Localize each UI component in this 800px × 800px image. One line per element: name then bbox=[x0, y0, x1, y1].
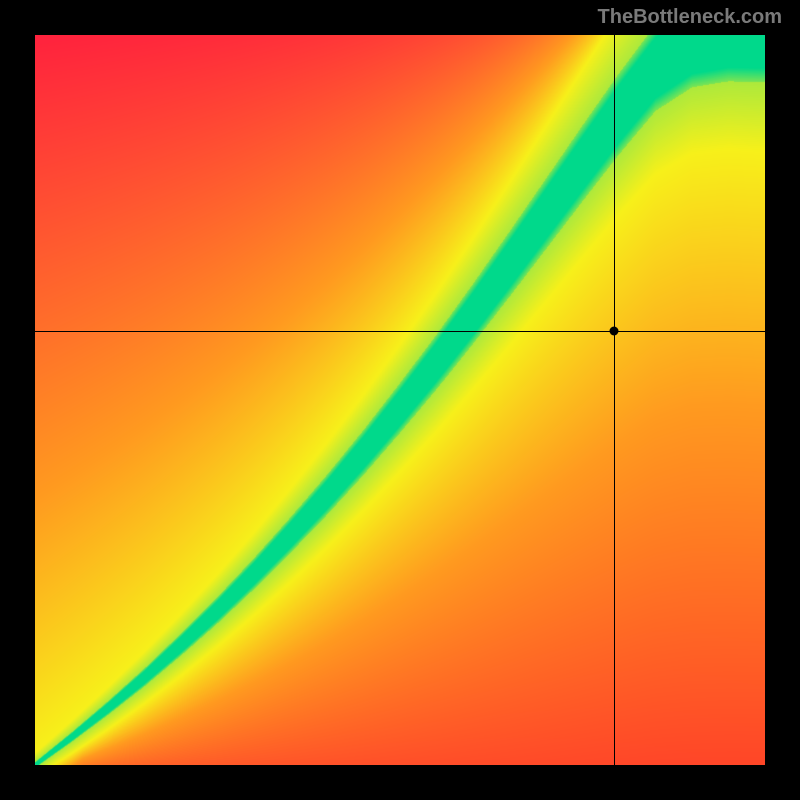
watermark-text: TheBottleneck.com bbox=[598, 6, 782, 29]
heatmap-canvas bbox=[35, 35, 765, 765]
crosshair-vertical bbox=[614, 35, 615, 765]
bottleneck-heatmap bbox=[35, 35, 765, 765]
crosshair-marker bbox=[609, 326, 618, 335]
crosshair-horizontal bbox=[35, 331, 765, 332]
